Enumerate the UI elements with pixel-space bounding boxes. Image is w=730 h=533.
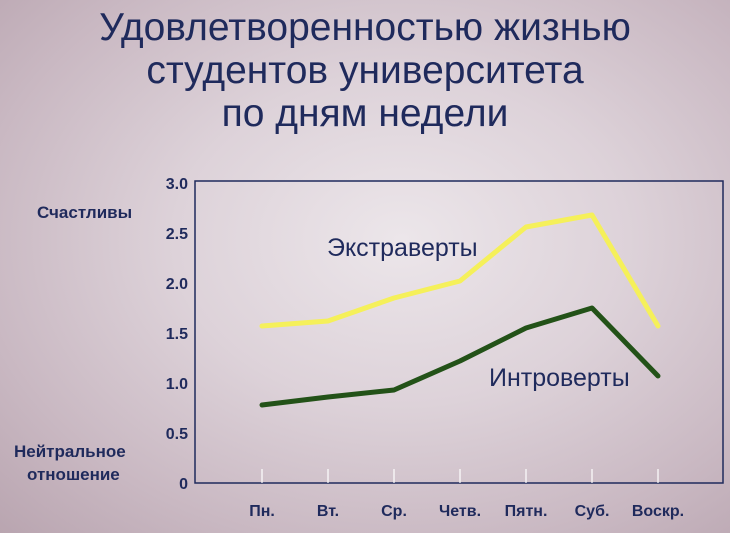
x-tick-marks: [261, 469, 659, 483]
y-tick-label: 0.5: [166, 426, 188, 443]
happy-label: Счастливы: [37, 203, 133, 222]
x-tick-label: Четв.: [439, 503, 481, 520]
x-tick-label: Вт.: [317, 503, 339, 520]
y-tick-label: 3.0: [166, 176, 188, 193]
x-tick-label: Суб.: [575, 503, 610, 520]
chart-title-line-2: студентов университета: [146, 49, 584, 92]
y-tick-label: 1.5: [166, 326, 188, 343]
neutral-label-line-2: отношение: [27, 465, 120, 484]
series-label-introverts: Интроверты: [489, 364, 630, 392]
series-label-extraverts: Экстраверты: [327, 234, 478, 262]
y-tick-label: 1.0: [166, 376, 188, 393]
y-axis-tick-labels: 0 0.5 1.0 1.5 2.0 2.5 3.0: [166, 176, 188, 493]
neutral-label-line-1: Нейтральное: [14, 442, 126, 461]
y-tick-label: 2.0: [166, 276, 188, 293]
chart-title-line-1: Удовлетворенностью жизнью: [99, 6, 631, 49]
y-tick-label: 0: [179, 476, 188, 493]
series-labels: Экстраверты Интроверты: [327, 234, 630, 392]
x-tick-label: Пятн.: [505, 503, 548, 520]
series-line-extraverts: [259, 212, 661, 329]
x-tick-label: Ср.: [381, 503, 407, 520]
plot-frame: [194, 180, 724, 484]
y-tick-label: 2.5: [166, 226, 188, 243]
x-axis-tick-labels: Пн. Вт. Ср. Четв. Пятн. Суб. Воскр.: [249, 503, 684, 520]
chart-title-line-3: по дням недели: [221, 92, 509, 135]
x-tick-label: Воскр.: [632, 503, 684, 520]
series-lines: [259, 212, 661, 408]
series-line-introverts: [259, 305, 661, 408]
x-tick-label: Пн.: [249, 503, 275, 520]
chart-title: Удовлетворенностью жизнью студентов унив…: [0, 6, 730, 135]
